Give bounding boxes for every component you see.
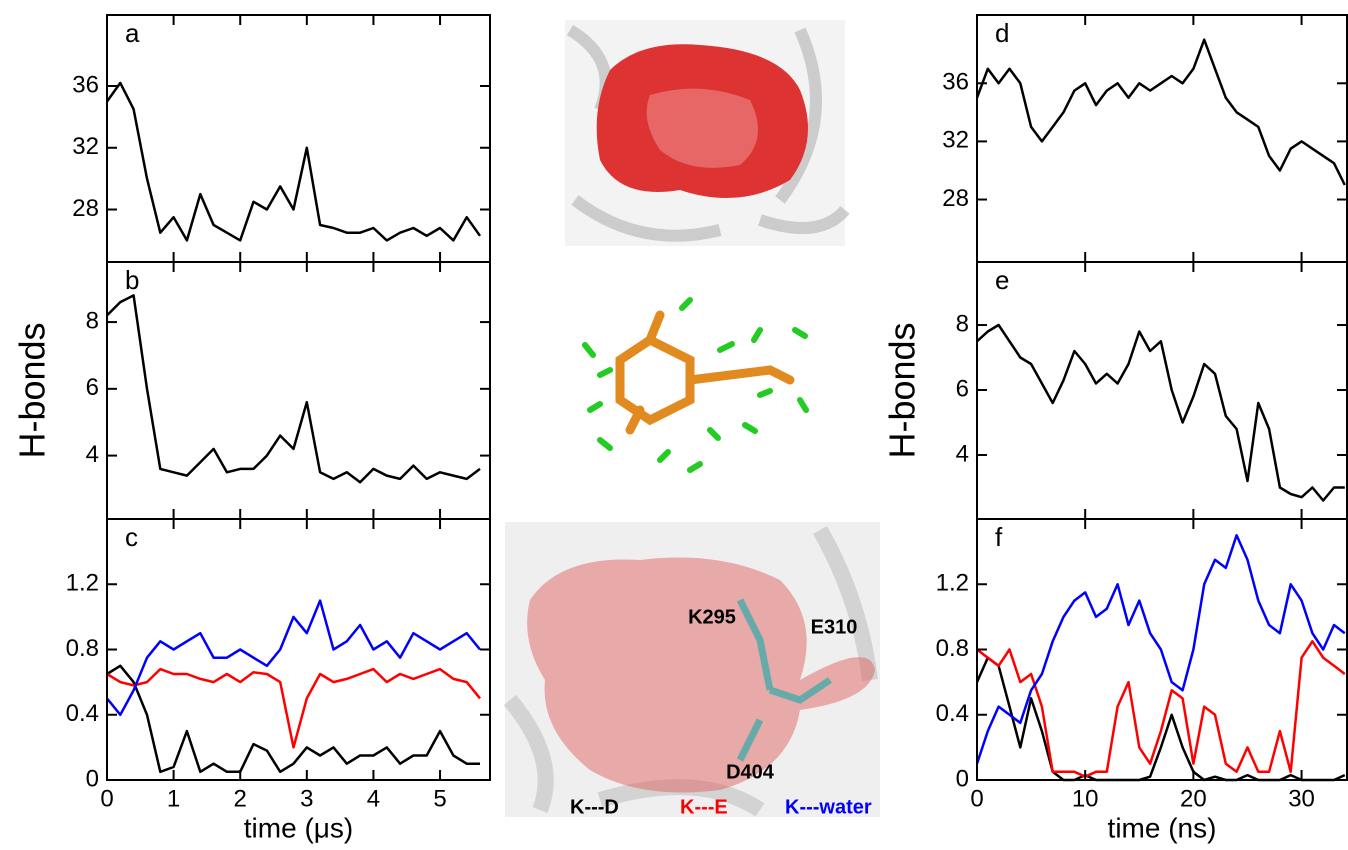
data-line: [106, 599, 481, 717]
y-tick-label: 1.2: [936, 570, 969, 597]
y-tick-label: 0: [86, 765, 99, 792]
data-line: [106, 664, 480, 774]
axes-frame: [976, 14, 1348, 263]
y-tick-label: 1.2: [66, 570, 99, 597]
y-tick-label: 0: [956, 765, 969, 792]
panel-label: b: [125, 265, 139, 295]
protein-surface-top: [565, 20, 850, 246]
y-tick-label: 0.8: [66, 635, 99, 662]
panel-label: a: [125, 18, 140, 48]
x-tick-label: 30: [1288, 785, 1315, 812]
y-tick-label: 32: [942, 127, 969, 154]
x-tick-label: 0: [100, 785, 113, 812]
legend-entry: K---D: [570, 796, 619, 818]
axes-frame: [106, 518, 491, 781]
panel-label: e: [995, 265, 1009, 295]
x-tick-label: 4: [367, 785, 380, 812]
y-tick-label: 0.4: [936, 700, 969, 727]
x-tick-label: 5: [433, 785, 446, 812]
y-tick-label: 36: [72, 71, 99, 98]
axes-frame: [976, 261, 1348, 520]
data-line: [105, 81, 482, 242]
y-tick-label: 0.4: [66, 700, 99, 727]
x-tick-label: 0: [970, 785, 983, 812]
residue-label: K295: [688, 606, 736, 628]
y-tick-label: 6: [86, 374, 99, 401]
data-line: [106, 667, 481, 749]
data-line: [975, 656, 1346, 782]
residue-label: D404: [726, 761, 775, 783]
y-tick-label: 32: [72, 133, 99, 160]
y-tick-label: 0.8: [936, 635, 969, 662]
data-line: [975, 534, 1346, 765]
data-line: [976, 323, 1345, 502]
legend-entry: K---water: [785, 796, 872, 818]
ligand-water: [582, 297, 809, 473]
data-line: [975, 38, 1346, 186]
y-tick-label: 28: [942, 185, 969, 212]
x-axis-label: time (μs): [244, 812, 353, 843]
axes-frame: [106, 14, 491, 263]
y-tick-label: 36: [942, 69, 969, 96]
axes-frame: [106, 261, 491, 520]
y-tick-label: 28: [72, 195, 99, 222]
y-axis-label: H-bonds: [12, 322, 53, 458]
x-tick-label: 3: [300, 785, 313, 812]
legend-entry: K---E: [680, 796, 728, 818]
x-tick-label: 10: [1072, 785, 1099, 812]
y-tick-label: 8: [86, 307, 99, 334]
data-line: [106, 294, 481, 484]
panel-label: c: [125, 522, 138, 552]
panel-label: d: [995, 18, 1009, 48]
x-tick-label: 2: [234, 785, 247, 812]
axes-frame: [976, 518, 1348, 781]
y-tick-label: 4: [86, 441, 99, 468]
residue-label: E310: [811, 616, 858, 638]
protein-surface-bottom: [503, 522, 880, 817]
x-tick-label: 20: [1180, 785, 1207, 812]
y-tick-label: 6: [956, 375, 969, 402]
x-tick-label: 1: [167, 785, 180, 812]
y-axis-label: H-bonds: [882, 322, 923, 458]
y-tick-label: 8: [956, 310, 969, 337]
y-tick-label: 4: [956, 440, 969, 467]
data-line: [976, 640, 1346, 778]
x-axis-label: time (ns): [1108, 812, 1217, 843]
panel-label: f: [995, 522, 1003, 552]
